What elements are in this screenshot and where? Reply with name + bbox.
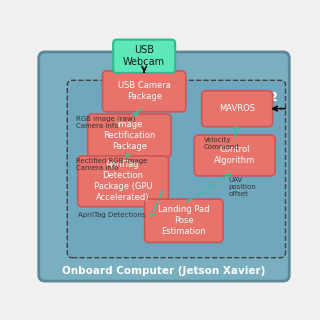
Text: RGB image (raw)
Camera Info: RGB image (raw) Camera Info xyxy=(76,116,135,129)
Text: MAVROS: MAVROS xyxy=(219,104,255,113)
FancyBboxPatch shape xyxy=(88,114,171,157)
FancyBboxPatch shape xyxy=(113,40,175,73)
Text: Image
Rectification
Package: Image Rectification Package xyxy=(103,120,156,151)
FancyBboxPatch shape xyxy=(202,91,273,127)
FancyBboxPatch shape xyxy=(39,52,289,281)
Text: USB Camera
Package: USB Camera Package xyxy=(118,81,171,101)
FancyBboxPatch shape xyxy=(102,71,186,112)
Text: Rectified RGB Image
Camera Info: Rectified RGB Image Camera Info xyxy=(76,157,147,171)
FancyBboxPatch shape xyxy=(194,135,275,176)
FancyBboxPatch shape xyxy=(78,156,168,207)
Text: Onboard Computer (Jetson Xavier): Onboard Computer (Jetson Xavier) xyxy=(62,266,266,276)
Text: ROS 2: ROS 2 xyxy=(238,91,278,104)
FancyBboxPatch shape xyxy=(67,80,285,258)
Text: USB
Webcam: USB Webcam xyxy=(123,45,165,68)
Text: Control
Algorithm: Control Algorithm xyxy=(214,145,255,165)
Text: AprilTag Detections: AprilTag Detections xyxy=(78,212,146,218)
FancyBboxPatch shape xyxy=(145,199,223,243)
Text: Velocity
Command: Velocity Command xyxy=(204,137,239,150)
Text: Landing Pad
Pose
Estimation: Landing Pad Pose Estimation xyxy=(158,205,210,236)
Text: UAV
position
offset: UAV position offset xyxy=(228,178,256,197)
Text: AprilTag
Detection
Package (GPU
Accelerated): AprilTag Detection Package (GPU Accelera… xyxy=(94,160,152,203)
